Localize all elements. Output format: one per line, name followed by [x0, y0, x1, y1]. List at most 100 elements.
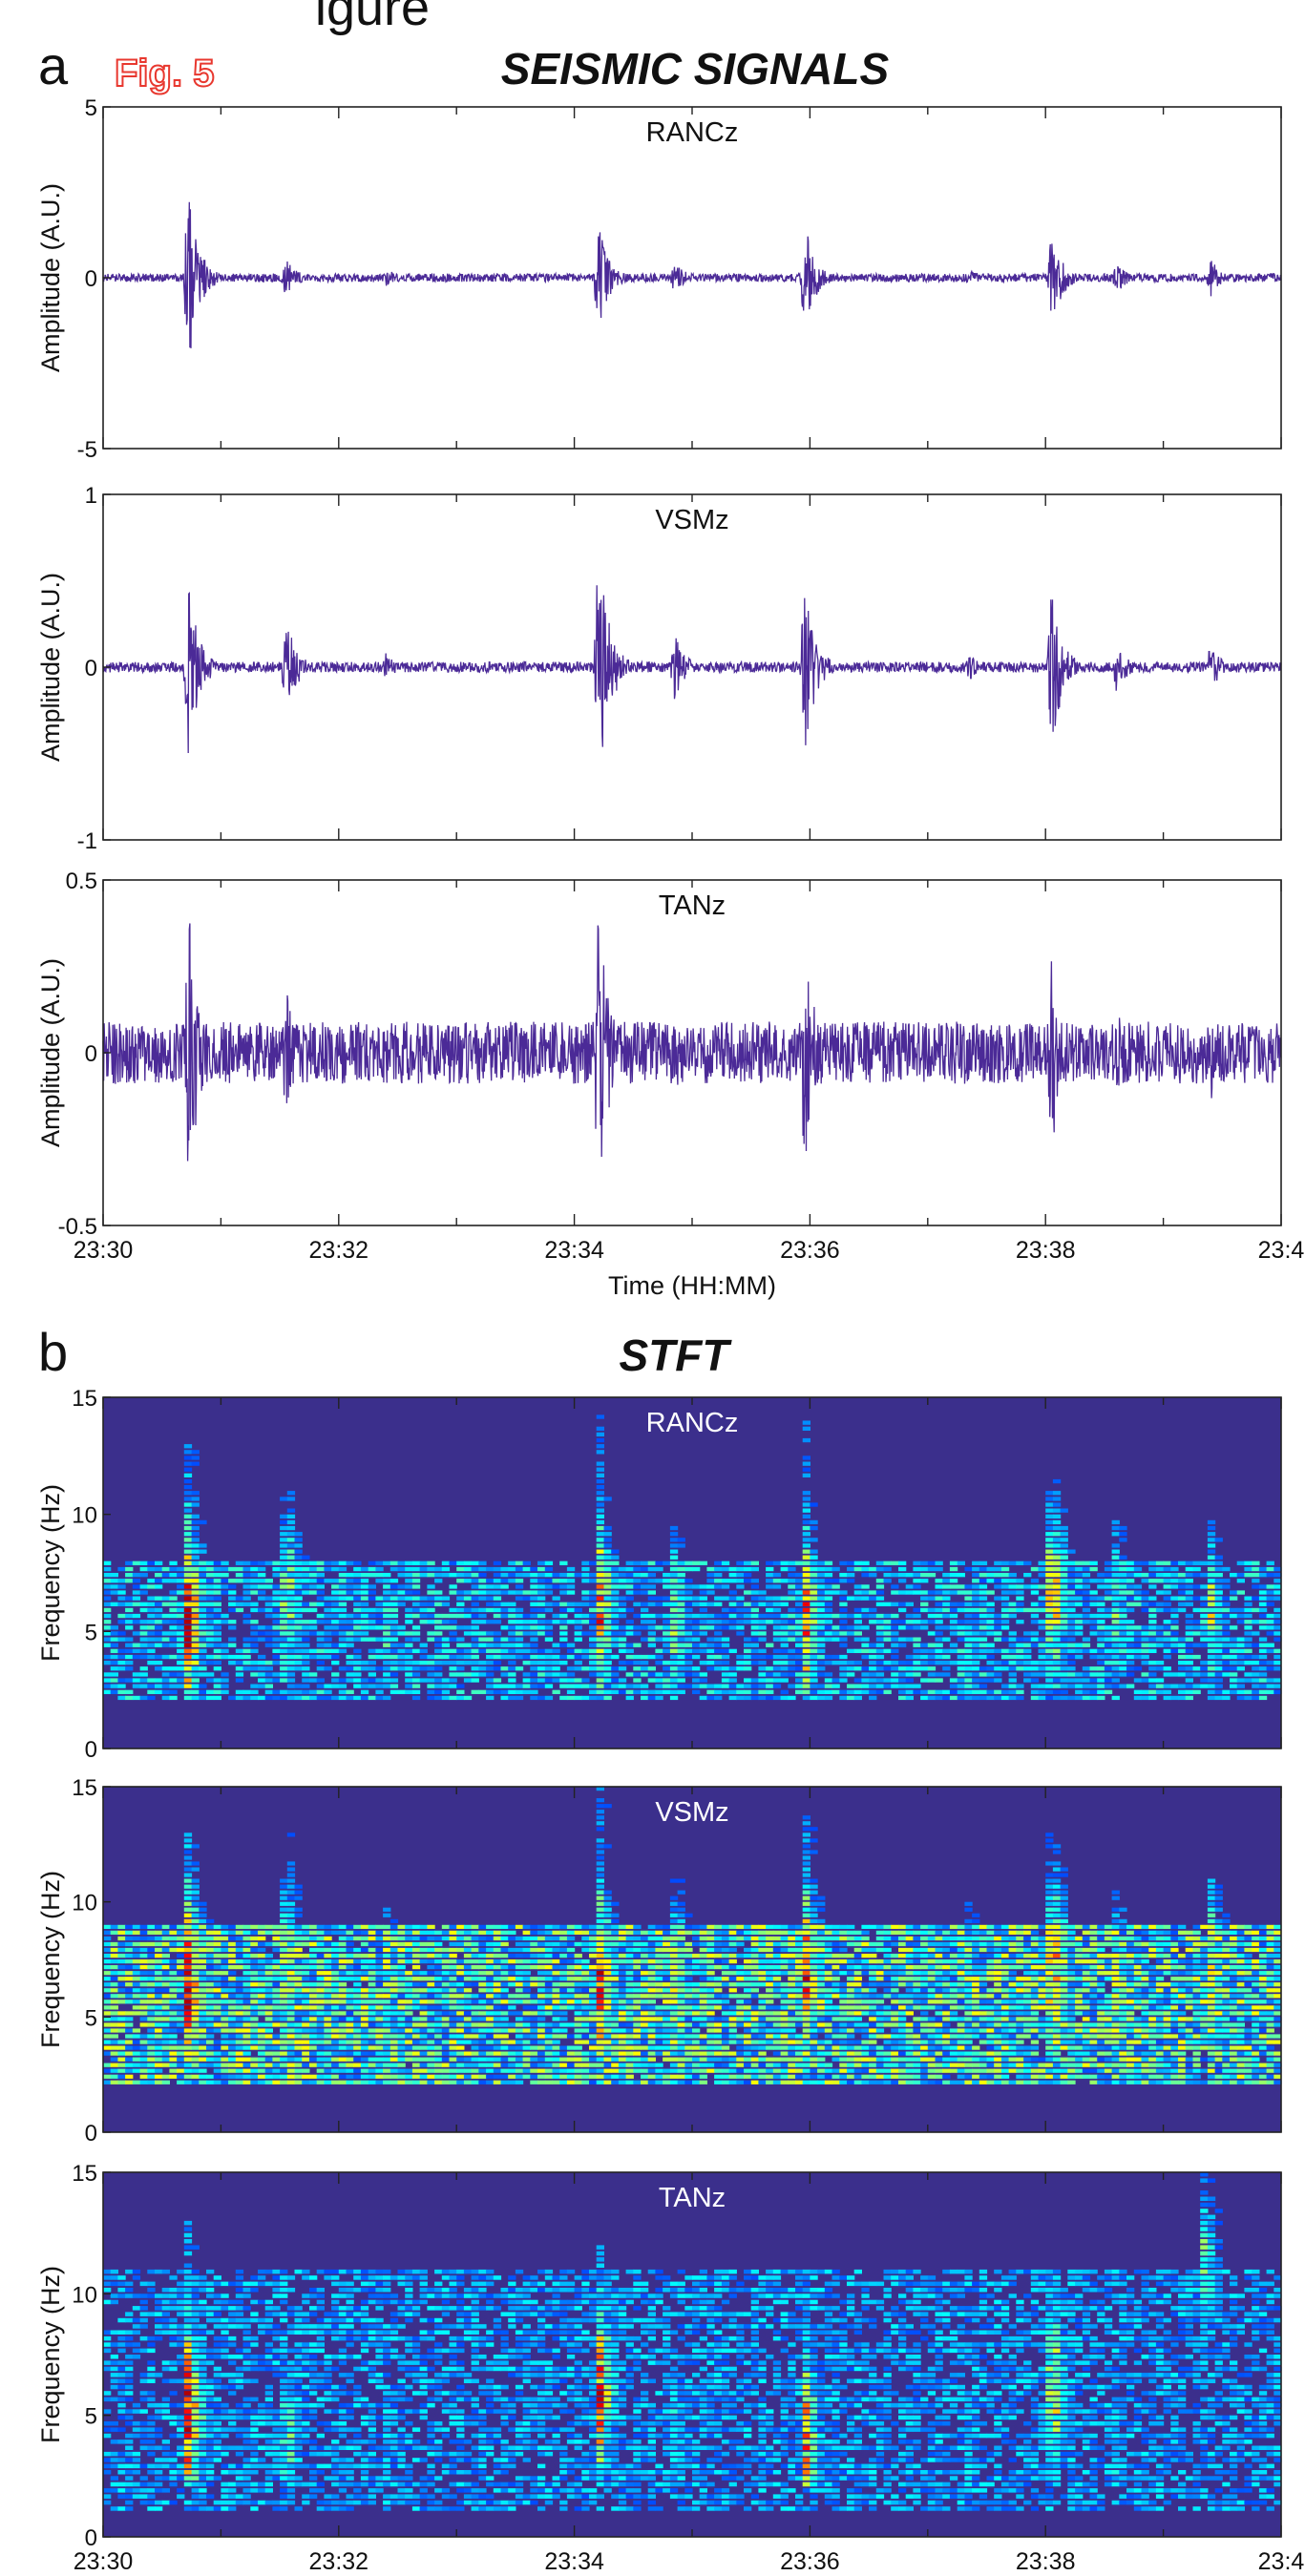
spectrogram-cell [744, 1613, 752, 1619]
spectrogram-cell [861, 1566, 870, 1572]
spectrogram-cell [1030, 1695, 1040, 1701]
spectrogram-cell [669, 1684, 679, 1688]
spectrogram-cell [169, 1631, 178, 1636]
spectrogram-cell [692, 1560, 701, 1565]
spectrogram-cell [161, 2000, 170, 2004]
spectrogram-cell [183, 1907, 193, 1912]
spectrogram-cell [581, 1573, 590, 1578]
spectrogram-cell [103, 2034, 112, 2039]
spectrogram-cell [280, 1613, 288, 1619]
spectrogram-cell [286, 1833, 296, 1837]
spectrogram-cell [286, 1613, 296, 1619]
spectrogram-cell [169, 1566, 178, 1572]
spectrogram-cell [132, 1631, 141, 1636]
spectrogram-cell [935, 1631, 943, 1636]
spectrogram-cell [979, 1590, 988, 1595]
spectrogram-cell [411, 1689, 421, 1694]
spectrogram-cell [258, 1971, 266, 1976]
spectrogram-cell [1111, 1620, 1120, 1624]
spectrogram-cell [169, 2057, 178, 2062]
spectrogram-cell [316, 1566, 325, 1572]
spectrogram-cell [169, 2000, 178, 2004]
spectrogram-cell [191, 1907, 200, 1912]
spectrogram-cell [309, 2011, 318, 2016]
spectrogram-cell [456, 1971, 465, 1976]
spectrogram-cell [183, 1602, 193, 1606]
spectrogram-cell [1126, 1631, 1135, 1636]
spectrogram-cell [183, 1473, 193, 1477]
spectrogram-cell [427, 1941, 435, 1947]
spectrogram-cell [824, 1625, 833, 1630]
spectrogram-cell [603, 1549, 612, 1554]
spectrogram-cell [389, 1584, 399, 1589]
spectrogram-cell [221, 1954, 229, 1958]
spectrogram-cell [869, 1666, 877, 1671]
spectrogram-cell [677, 1573, 685, 1578]
spectrogram-cell [1075, 1672, 1084, 1677]
spectrogram-cell [831, 1584, 840, 1589]
spectrogram-cell [449, 2011, 457, 2016]
spectrogram-cell [338, 1695, 347, 1701]
spectrogram-cell [1266, 1596, 1274, 1601]
spectrogram-cell [1207, 1654, 1216, 1660]
spectrogram-cell [471, 1977, 479, 1981]
spectrogram-cell [596, 1661, 604, 1665]
spectrogram-cell [1155, 1643, 1165, 1647]
spectrogram-cell [1214, 1620, 1223, 1624]
spectrogram-cell [559, 1637, 568, 1642]
spectrogram-cell [309, 1579, 318, 1583]
spectrogram-cell [103, 2074, 112, 2079]
spectrogram-cell [802, 1532, 810, 1537]
spectrogram-cell [1008, 1654, 1017, 1660]
spectrogram-cell [206, 1590, 215, 1595]
spectrogram-cell [1155, 1631, 1165, 1636]
spectrogram-cell [1178, 1637, 1187, 1642]
spectrogram-cell [286, 1596, 296, 1601]
spectrogram-cell [1230, 1625, 1238, 1630]
spectrogram-cell [324, 1936, 332, 1941]
spectrogram-cell [772, 1637, 782, 1642]
spectrogram-cell [566, 1643, 576, 1647]
spectrogram-cell [258, 2057, 266, 2062]
spectrogram-cell [258, 2011, 266, 2016]
spectrogram-cell [552, 1689, 560, 1694]
spectrogram-cell [1060, 1648, 1068, 1653]
spectrogram-cell [264, 2045, 273, 2050]
spectrogram-cell [515, 1590, 524, 1595]
spectrogram-cell [155, 2011, 163, 2016]
spectrogram-cell [242, 1654, 251, 1660]
spectrogram-cell [242, 2011, 251, 2016]
spectrogram-cell [324, 1607, 332, 1613]
spectrogram-cell [780, 1672, 789, 1677]
spectrogram-cell [891, 1573, 899, 1578]
spectrogram-cell [1222, 1602, 1231, 1606]
spectrogram-cell [463, 1573, 473, 1578]
spectrogram-cell [596, 1532, 604, 1537]
spectrogram-cell [139, 1678, 148, 1683]
spectrogram-cell [338, 2011, 347, 2016]
spectrogram-cell [242, 2040, 251, 2044]
spectrogram-cell [221, 1579, 229, 1583]
spectrogram-cell [397, 2000, 406, 2004]
spectrogram-cell [1082, 1666, 1091, 1671]
spectrogram-cell [213, 2005, 221, 2010]
spectrogram-cell [213, 1982, 221, 1987]
spectrogram-cell [802, 1602, 810, 1606]
spectrogram-cell [449, 1924, 457, 1929]
spectrogram-cell [139, 2063, 148, 2067]
spectrogram-cell [309, 2005, 318, 2010]
spectrogram-cell [411, 1971, 421, 1976]
spectrogram-cell [346, 2063, 354, 2067]
spectrogram-cell [441, 1947, 451, 1953]
spectrogram-cell [206, 1566, 215, 1572]
spectrogram-cell [802, 1497, 810, 1501]
spectrogram-cell [795, 1666, 804, 1671]
spectrogram-cell [213, 1584, 221, 1589]
spectrogram-cell [309, 1977, 318, 1981]
spectrogram-cell [596, 1519, 604, 1525]
spectrogram-cell [1030, 1637, 1040, 1642]
spectrogram-cell [338, 2045, 347, 2050]
spectrogram-cell [1185, 1689, 1193, 1694]
spectrogram-cell [389, 1602, 399, 1606]
spectrogram-cell [1023, 1560, 1032, 1565]
